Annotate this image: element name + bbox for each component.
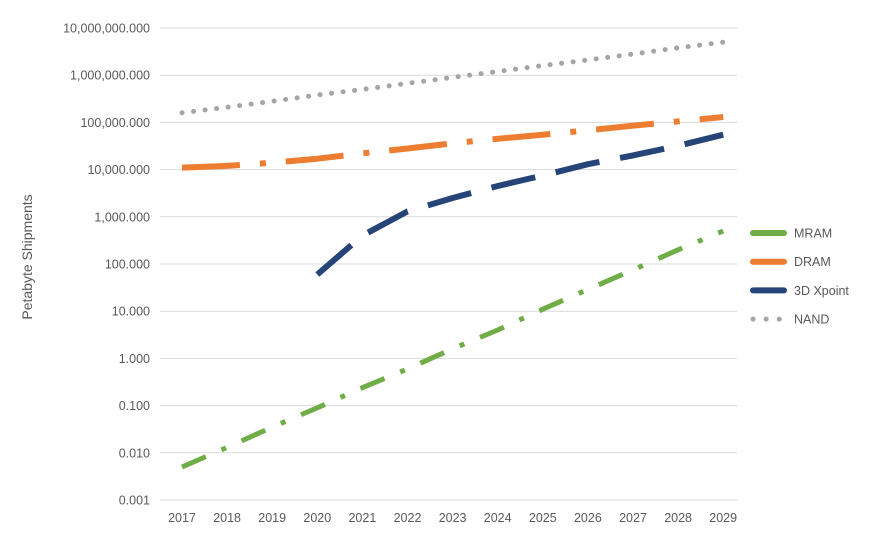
series-line-3d-xpoint (315, 131, 724, 277)
data-series (179, 39, 726, 470)
y-tick-label: 0.100 (119, 399, 150, 413)
legend-item-nand: NAND (750, 313, 829, 327)
legend-label: MRAM (794, 227, 832, 241)
x-tick-label: 2024 (484, 511, 512, 525)
legend-label: NAND (794, 313, 829, 327)
y-tick-label: 10.000 (112, 305, 150, 319)
x-tick-label: 2023 (439, 511, 467, 525)
x-tick-label: 2025 (529, 511, 557, 525)
x-tick-label: 2020 (303, 511, 331, 525)
series-line-mram (181, 228, 725, 470)
series-line-dram (181, 114, 724, 171)
y-axis-tick-labels: 10,000,000.000 1,000,000.000 100,000.000 10… (63, 22, 150, 508)
y-tick-label: 0.001 (119, 494, 150, 508)
x-tick-label: 2026 (574, 511, 602, 525)
x-tick-label: 2029 (709, 511, 737, 525)
gridlines (160, 27, 737, 501)
legend: MRAM DRAM 3D Xpoint NAND (750, 227, 849, 327)
y-tick-label: 10,000.000 (87, 163, 150, 177)
legend-label: DRAM (794, 255, 831, 269)
legend-item-dram: DRAM (750, 255, 831, 269)
x-tick-label: 2022 (394, 511, 422, 525)
legend-item-3d-xpoint: 3D Xpoint (750, 284, 849, 298)
x-tick-label: 2018 (213, 511, 241, 525)
y-tick-label: 0.010 (119, 446, 150, 460)
y-tick-label: 1.000 (119, 352, 150, 366)
y-tick-label: 1,000.000 (94, 210, 150, 224)
y-tick-label: 100,000.000 (80, 116, 150, 130)
x-axis-tick-labels: 2017 2018 2019 2020 2021 2022 2023 2024 2025 2026… (168, 511, 737, 525)
series-line-nand (179, 39, 726, 116)
x-tick-label: 2028 (664, 511, 692, 525)
x-tick-label: 2021 (348, 511, 376, 525)
x-tick-label: 2017 (168, 511, 196, 525)
y-tick-label: 1,000,000.000 (70, 69, 150, 83)
legend-label: 3D Xpoint (794, 284, 849, 298)
y-tick-label: 100.000 (105, 258, 150, 272)
legend-item-mram: MRAM (750, 227, 832, 241)
y-axis-title: Petabyte Shipments (19, 194, 35, 319)
x-tick-label: 2027 (619, 511, 647, 525)
y-tick-label: 10,000,000.000 (63, 22, 150, 36)
x-tick-label: 2019 (258, 511, 286, 525)
